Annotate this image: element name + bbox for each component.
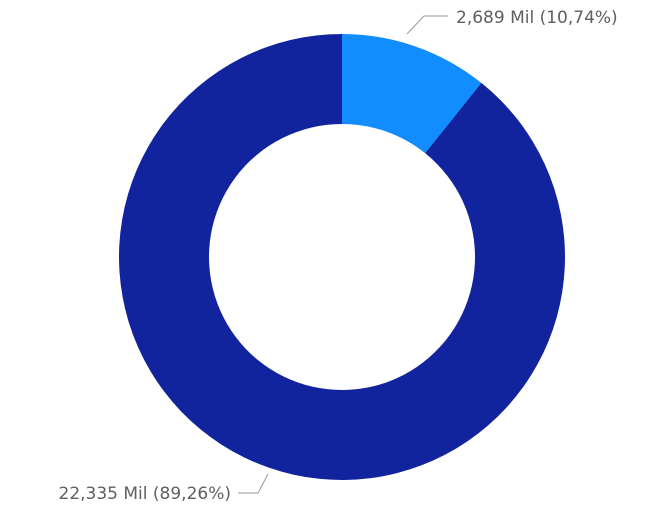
data-label-slice-2: 22,335 Mil (89,26%) <box>59 484 232 504</box>
donut-slices <box>119 34 565 480</box>
data-label-slice-1: 2,689 Mil (10,74%) <box>456 8 618 28</box>
leader-line-slice-2 <box>238 474 268 493</box>
leader-line-slice-1 <box>407 16 448 34</box>
donut-slice-2[interactable] <box>119 34 565 480</box>
